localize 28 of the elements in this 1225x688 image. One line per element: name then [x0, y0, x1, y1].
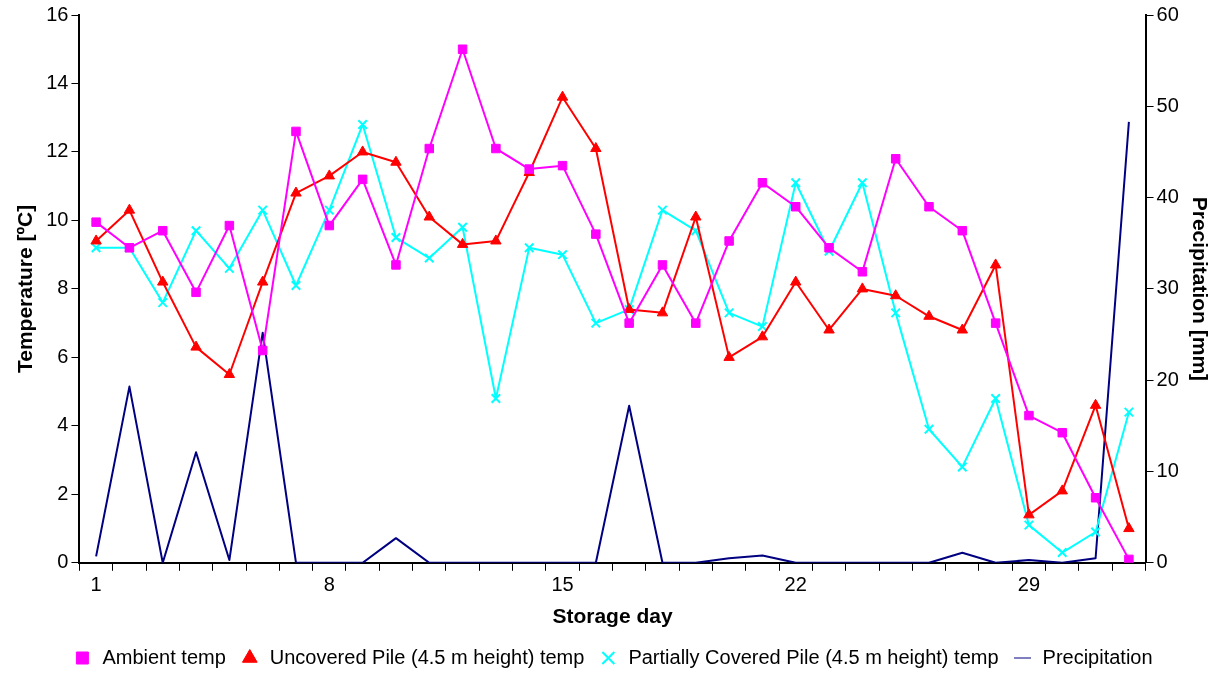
x-axis-title: Storage day	[552, 604, 673, 628]
y-axis-title: Temperature [ºC]	[13, 204, 37, 374]
y2-tick-label: 50	[1156, 93, 1179, 116]
y-tick-label: 0	[57, 550, 69, 573]
y-tick-label: 16	[46, 2, 69, 25]
y2-tick-label: 40	[1156, 185, 1179, 208]
y2-axis-title: Precipitation [mm]	[1188, 196, 1212, 382]
x-tick-label: 15	[551, 573, 574, 596]
y2-tick-label: 10	[1156, 459, 1179, 482]
y-tick-label: 14	[46, 70, 69, 93]
x-tick-label: 1	[90, 573, 102, 596]
y-tick-label: 12	[46, 139, 69, 162]
y2-tick-label: 20	[1156, 367, 1179, 390]
y-tick-label: 8	[57, 276, 69, 299]
y2-tick-label: 60	[1156, 2, 1179, 25]
legend-label: Partially Covered Pile (4.5 m height) temp	[628, 645, 999, 668]
y-tick-label: 4	[57, 413, 69, 436]
y-tick-label: 6	[57, 344, 69, 367]
legend-label: Precipitation	[1042, 645, 1153, 668]
y-tick-label: 10	[46, 207, 69, 230]
legend-label: Uncovered Pile (4.5 m height) temp	[269, 645, 585, 668]
legend-label: Ambient temp	[102, 645, 226, 668]
y-tick-label: 2	[57, 481, 69, 504]
x-tick-label: 8	[323, 573, 335, 596]
x-tick-label: 29	[1017, 573, 1041, 596]
x-tick-label: 22	[784, 573, 807, 596]
y2-tick-label: 30	[1156, 276, 1179, 299]
y2-tick-label: 0	[1156, 550, 1168, 573]
